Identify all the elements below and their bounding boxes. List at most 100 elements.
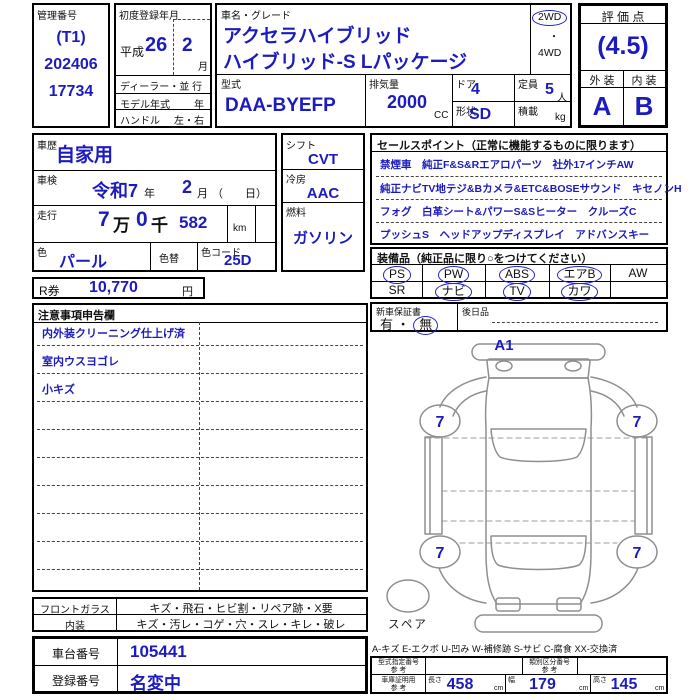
equipment-title: 装備品（純正品に限り○をつけてください） bbox=[377, 253, 593, 265]
width-value: 179 bbox=[529, 676, 556, 693]
windshield-outline bbox=[490, 428, 587, 463]
displacement-value: 2000 bbox=[387, 92, 428, 112]
rating-title: 評 価 点 bbox=[601, 10, 645, 24]
month-unit: 月 bbox=[198, 62, 208, 73]
rticket-label: R券 bbox=[39, 284, 60, 298]
divider bbox=[37, 373, 363, 374]
load-label: 積載 bbox=[518, 107, 538, 118]
mark-wheel-fr: 7 bbox=[633, 414, 642, 431]
mark-front-a1: A1 bbox=[494, 337, 513, 354]
fuel-label: 燃料 bbox=[286, 208, 306, 219]
handle-label: ハンドル bbox=[120, 116, 160, 127]
doors-value: 4 bbox=[471, 81, 480, 98]
garage-cert-label: 車庫証明用参 考 bbox=[381, 677, 416, 692]
first-reg-label: 初度登録年月 bbox=[119, 11, 179, 22]
glass-interior-box: フロントガラス キズ・飛石・ヒビ割・リペア跡・X要 内装 キズ・汚レ・コゲ・穴・… bbox=[32, 597, 368, 632]
recolor-label: 色替 bbox=[159, 254, 179, 265]
divider bbox=[485, 264, 486, 297]
notes-box: 注意事項申告欄 内外装クリーニング仕上げ済 室内ウスヨゴレ 小キズ bbox=[32, 303, 368, 592]
divider bbox=[255, 205, 256, 242]
color-code-value: 25D bbox=[224, 252, 252, 269]
inspection-month-unit: 月 bbox=[197, 188, 208, 200]
car-diagram: A1 7 7 7 7 スペア bbox=[386, 337, 658, 633]
color-value: パール bbox=[59, 254, 108, 271]
sales-point-line: フォグ 白革シート&パワーS&Sヒーター クルーズC bbox=[380, 206, 637, 218]
inspection-month: 2 bbox=[182, 177, 193, 197]
note-item: 室内ウスヨゴレ bbox=[42, 356, 119, 368]
divider bbox=[376, 222, 662, 223]
mileage-unit: km bbox=[233, 223, 247, 234]
interior-row-label: 内装 bbox=[65, 621, 85, 632]
divider bbox=[34, 242, 275, 243]
divider bbox=[217, 74, 570, 75]
rating-box: 評 価 点 (4.5) 外 装 内 装 A B bbox=[578, 3, 668, 128]
divider bbox=[37, 345, 363, 346]
sales-points-title: セールスポイント（正常に機能するものに限ります） bbox=[377, 140, 641, 152]
reg-month-value: 2 bbox=[182, 35, 193, 56]
equip-navi: ナビ bbox=[422, 283, 485, 301]
divider bbox=[452, 101, 570, 102]
divider bbox=[37, 401, 363, 402]
color-code-label: 色コード bbox=[201, 248, 241, 259]
note-item: 内外装クリーニング仕上げ済 bbox=[42, 328, 185, 340]
inspection-label: 車検 bbox=[37, 176, 57, 187]
sales-point-line: 禁煙車 純正F&S&Rエアロパーツ 社外17インチAW bbox=[380, 159, 634, 171]
spare-tire-outline bbox=[386, 579, 430, 613]
divider bbox=[452, 74, 453, 126]
ac-label: 冷房 bbox=[286, 175, 306, 186]
exterior-label: 外 装 bbox=[589, 75, 615, 87]
divider bbox=[372, 264, 666, 265]
divider bbox=[116, 109, 210, 110]
divider bbox=[376, 176, 662, 177]
kanri-number-box: 管理番号 (T1) 202406 17734 bbox=[32, 3, 110, 128]
note-item: 小キズ bbox=[42, 384, 75, 396]
shift-value: CVT bbox=[308, 151, 338, 168]
equip-abs: ABS bbox=[485, 266, 549, 284]
divider bbox=[283, 202, 363, 203]
car-name-label: 車名・グレード bbox=[221, 11, 291, 22]
divider bbox=[173, 19, 210, 20]
height-unit: cm bbox=[655, 685, 665, 692]
shape-label: 形状 bbox=[456, 107, 476, 118]
inspection-era-year: 令和7 bbox=[92, 181, 139, 201]
divider bbox=[283, 169, 363, 170]
sales-point-line: 純正ナビTV地テジ&Bカメラ&ETC&BOSEサウンド キセノンH bbox=[380, 183, 682, 195]
divider bbox=[372, 674, 666, 675]
year-unit: 年 bbox=[194, 100, 204, 111]
chassis-number-value: 105441 bbox=[130, 642, 187, 661]
interior-condition: キズ・汚レ・コゲ・穴・スレ・キレ・破レ bbox=[136, 619, 346, 631]
height-label: 高さ bbox=[593, 677, 607, 684]
capacity-unit: 人 bbox=[557, 93, 567, 104]
warranty-box: 新車保証書 後日品 有 ・ 無 bbox=[370, 302, 668, 335]
car-body-outline bbox=[484, 377, 593, 605]
divider bbox=[590, 674, 591, 692]
divider bbox=[623, 70, 624, 125]
divider bbox=[227, 205, 228, 242]
warranty-label: 新車保証書 bbox=[376, 307, 422, 317]
mark-wheel-rr: 7 bbox=[633, 545, 642, 562]
kanri-value-2: 202406 bbox=[44, 56, 98, 73]
equip-sr: SR bbox=[388, 283, 406, 297]
mark-wheel-rl: 7 bbox=[436, 545, 445, 562]
sales-point-line: プッシュS ヘッドアップディスプレイ アドバンスキー bbox=[380, 229, 650, 241]
divider bbox=[549, 264, 550, 297]
wheel-front-right bbox=[616, 404, 658, 438]
class-number-label: 類別区分番号参 考 bbox=[529, 659, 570, 674]
sales-points-box: セールスポイント（正常に機能するものに限ります） 禁煙車 純正F&S&Rエアロパ… bbox=[370, 133, 682, 245]
shift-ac-fuel-box: シフト CVT 冷房 AAC 燃料 ガソリン bbox=[281, 133, 365, 272]
equipment-box: 装備品（純正品に限り○をつけてください） PS PW ABS エアB AW SR… bbox=[370, 247, 668, 301]
divider bbox=[610, 264, 611, 297]
divider bbox=[372, 151, 666, 152]
divider bbox=[530, 5, 531, 74]
rear-bumper-outline bbox=[474, 614, 603, 633]
divider bbox=[34, 170, 275, 171]
interior-grade: B bbox=[634, 91, 654, 121]
reg-year-value: 26 bbox=[145, 34, 168, 56]
divider bbox=[37, 429, 363, 430]
divider bbox=[116, 93, 210, 94]
capacity-value: 5 bbox=[545, 81, 554, 98]
divider bbox=[376, 199, 662, 200]
wheel-rear-left bbox=[419, 535, 461, 569]
drive-2wd-circled: 2WD bbox=[532, 10, 568, 26]
